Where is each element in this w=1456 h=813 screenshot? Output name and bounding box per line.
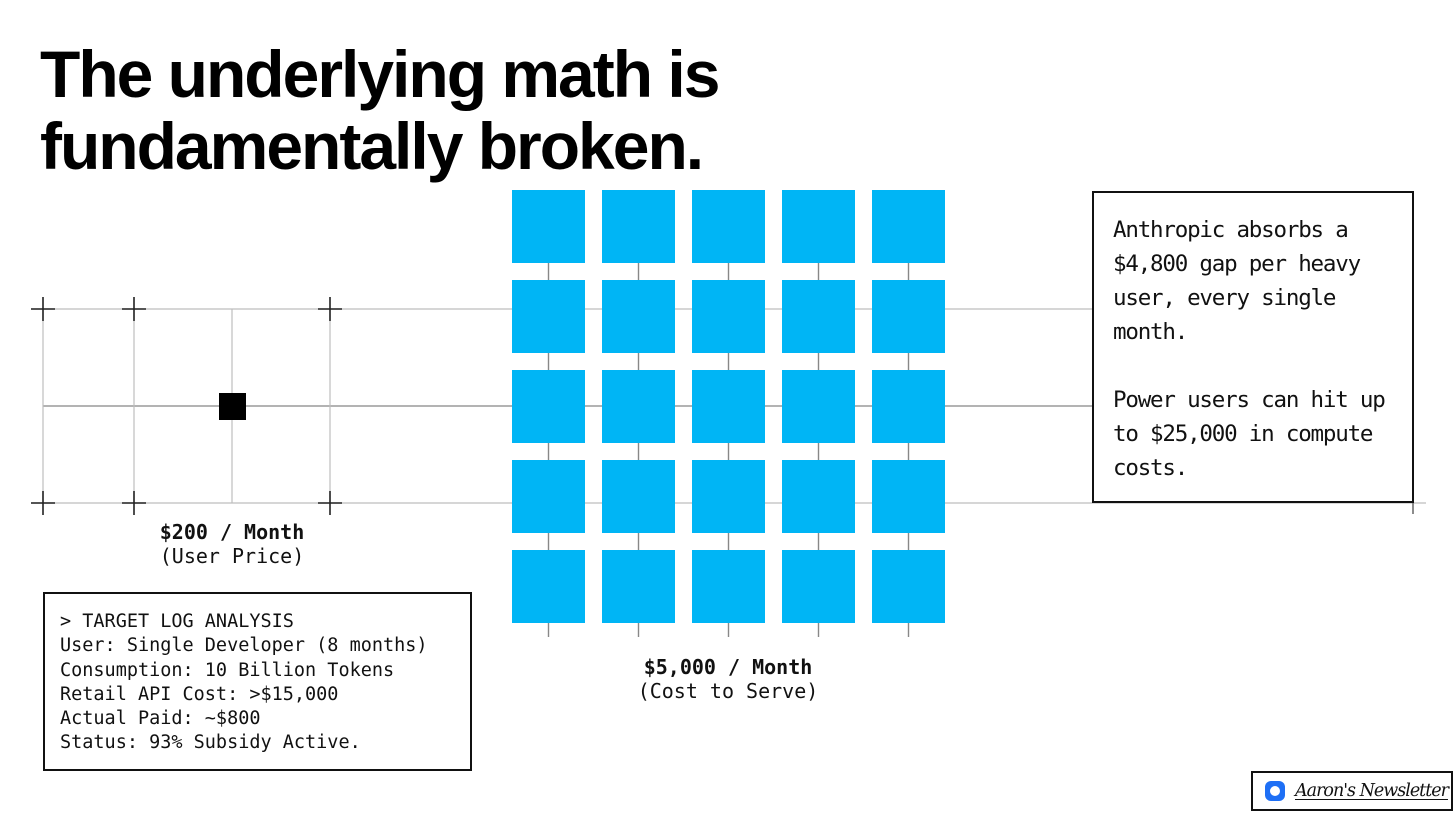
user-price-label: $200 / Month (User Price)	[112, 520, 352, 568]
cost-unit-square	[782, 460, 855, 533]
cost-unit-square	[602, 280, 675, 353]
user-price-unit-square	[219, 393, 246, 420]
callout-power-users-text: Power users can hit up to $25,000 in com…	[1113, 387, 1386, 481]
cost-to-serve-label: $5,000 / Month (Cost to Serve)	[598, 655, 858, 703]
title-line-1: The underlying math is	[40, 37, 720, 111]
cost-unit-square	[872, 280, 945, 353]
cost-unit-square	[602, 370, 675, 443]
cost-unit-square	[872, 550, 945, 623]
cost-unit-square	[602, 460, 675, 533]
cost-unit-square	[512, 370, 585, 443]
page-title: The underlying math is fundamentally bro…	[40, 37, 720, 183]
callout-gap-text: Anthropic absorbs a $4,800 gap per heavy…	[1113, 217, 1361, 345]
newsletter-logo-icon	[1265, 781, 1285, 801]
cost-unit-square	[872, 370, 945, 443]
newsletter-name: Aaron's Newsletter	[1295, 781, 1449, 801]
cost-unit-square	[872, 190, 945, 263]
log-line-status: Status: 93% Subsidy Active.	[60, 732, 361, 754]
subsidy-callout-box: Anthropic absorbs a $4,800 gap per heavy…	[1092, 191, 1414, 503]
user-price-amount: $200 / Month	[159, 520, 305, 544]
log-line-header: > TARGET LOG ANALYSIS	[60, 611, 294, 632]
crosshair-icon	[122, 297, 146, 321]
cost-unit-square	[782, 370, 855, 443]
log-line-retail-cost: Retail API Cost: >$15,000	[60, 683, 339, 705]
user-price-caption: (User Price)	[159, 544, 305, 568]
newsletter-badge[interactable]: Aaron's Newsletter	[1251, 771, 1453, 811]
cost-unit-square	[692, 280, 765, 353]
crosshair-marks	[31, 297, 342, 515]
cost-unit-square	[602, 550, 675, 623]
crosshair-icon	[122, 491, 146, 515]
cost-unit-square	[692, 190, 765, 263]
crosshair-icon	[31, 297, 55, 321]
cost-unit-square	[512, 190, 585, 263]
cost-unit-square	[692, 370, 765, 443]
cost-unit-square	[782, 280, 855, 353]
cost-unit-square	[782, 190, 855, 263]
log-line-actual-paid: Actual Paid: ~$800	[60, 708, 261, 730]
target-log-panel: > TARGET LOG ANALYSIS User: Single Devel…	[43, 592, 472, 771]
cost-unit-square	[512, 280, 585, 353]
cost-unit-square	[692, 460, 765, 533]
cost-unit-square	[602, 190, 675, 263]
crosshair-icon	[31, 491, 55, 515]
title-line-2: fundamentally broken.	[40, 109, 704, 183]
log-line-consumption: Consumption: 10 Billion Tokens	[60, 659, 395, 681]
cost-unit-square	[782, 550, 855, 623]
log-line-user: User: Single Developer (8 months)	[60, 635, 428, 657]
cost-unit-square	[872, 460, 945, 533]
cost-to-serve-caption: (Cost to Serve)	[637, 679, 819, 703]
cost-to-serve-grid	[512, 190, 945, 623]
cost-unit-square	[512, 460, 585, 533]
crosshair-icon	[318, 491, 342, 515]
crosshair-icon	[318, 297, 342, 321]
cost-unit-square	[692, 550, 765, 623]
cost-to-serve-amount: $5,000 / Month	[643, 655, 813, 679]
cost-unit-square	[512, 550, 585, 623]
